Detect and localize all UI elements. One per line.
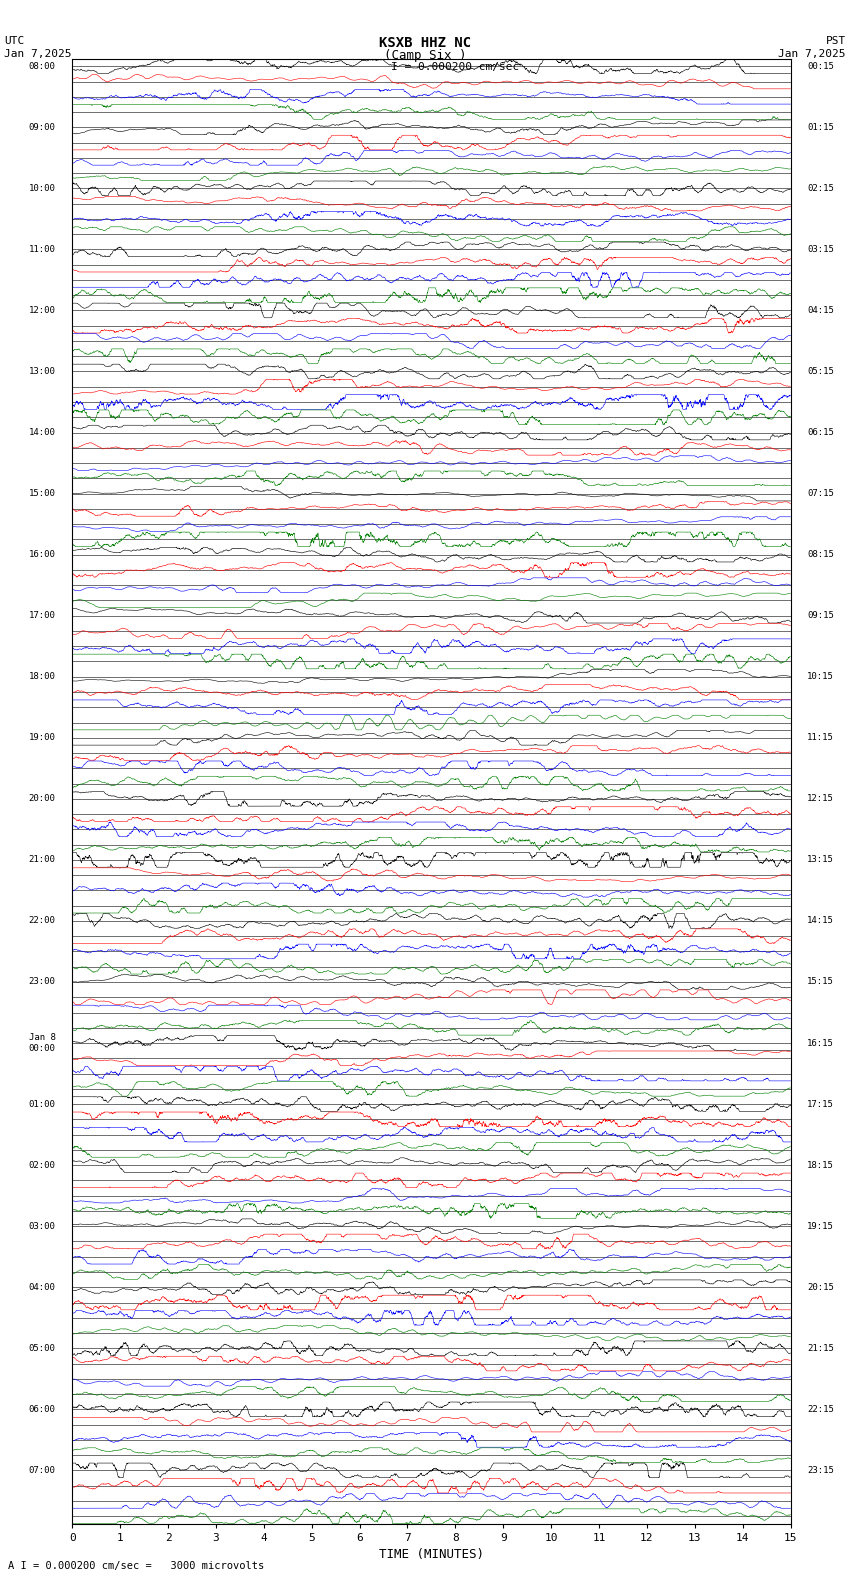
Text: 05:15: 05:15 [808, 367, 834, 375]
Text: 21:00: 21:00 [29, 855, 55, 865]
Text: 18:00: 18:00 [29, 672, 55, 681]
Text: 23:15: 23:15 [808, 1465, 834, 1475]
Text: 03:15: 03:15 [808, 246, 834, 253]
Text: 20:15: 20:15 [808, 1283, 834, 1291]
Text: 18:15: 18:15 [808, 1161, 834, 1169]
Text: Jan 8
00:00: Jan 8 00:00 [29, 1033, 55, 1053]
Text: 11:00: 11:00 [29, 246, 55, 253]
Text: I = 0.000200 cm/sec: I = 0.000200 cm/sec [391, 62, 519, 71]
Text: 13:15: 13:15 [808, 855, 834, 865]
Text: 01:00: 01:00 [29, 1099, 55, 1109]
Text: 09:00: 09:00 [29, 124, 55, 131]
Text: KSXB HHZ NC: KSXB HHZ NC [379, 36, 471, 51]
Text: 01:15: 01:15 [808, 124, 834, 131]
Text: 02:15: 02:15 [808, 184, 834, 193]
Text: 02:00: 02:00 [29, 1161, 55, 1169]
Text: 20:00: 20:00 [29, 794, 55, 803]
Text: 06:15: 06:15 [808, 428, 834, 437]
Text: 05:00: 05:00 [29, 1343, 55, 1353]
Text: 06:00: 06:00 [29, 1405, 55, 1415]
Text: 14:00: 14:00 [29, 428, 55, 437]
Text: 19:00: 19:00 [29, 733, 55, 743]
Text: 04:00: 04:00 [29, 1283, 55, 1291]
Text: 15:15: 15:15 [808, 977, 834, 987]
Text: 12:00: 12:00 [29, 306, 55, 315]
Text: 00:15: 00:15 [808, 62, 834, 71]
Text: 15:00: 15:00 [29, 489, 55, 497]
Text: 21:15: 21:15 [808, 1343, 834, 1353]
Text: 09:15: 09:15 [808, 611, 834, 621]
Text: 16:15: 16:15 [808, 1039, 834, 1047]
Text: A I = 0.000200 cm/sec =   3000 microvolts: A I = 0.000200 cm/sec = 3000 microvolts [8, 1562, 264, 1571]
Text: 07:00: 07:00 [29, 1465, 55, 1475]
Text: 10:00: 10:00 [29, 184, 55, 193]
Text: 19:15: 19:15 [808, 1221, 834, 1231]
Text: 08:15: 08:15 [808, 550, 834, 559]
Text: 16:00: 16:00 [29, 550, 55, 559]
Text: (Camp Six ): (Camp Six ) [383, 49, 467, 62]
Text: 22:15: 22:15 [808, 1405, 834, 1415]
Text: 10:15: 10:15 [808, 672, 834, 681]
Text: 11:15: 11:15 [808, 733, 834, 743]
Text: 23:00: 23:00 [29, 977, 55, 987]
Text: Jan 7,2025: Jan 7,2025 [4, 49, 71, 59]
X-axis label: TIME (MINUTES): TIME (MINUTES) [379, 1549, 484, 1562]
Text: 08:00: 08:00 [29, 62, 55, 71]
Text: 14:15: 14:15 [808, 917, 834, 925]
Text: 22:00: 22:00 [29, 917, 55, 925]
Text: 17:00: 17:00 [29, 611, 55, 621]
Text: 12:15: 12:15 [808, 794, 834, 803]
Text: 13:00: 13:00 [29, 367, 55, 375]
Text: 03:00: 03:00 [29, 1221, 55, 1231]
Text: 07:15: 07:15 [808, 489, 834, 497]
Text: 04:15: 04:15 [808, 306, 834, 315]
Text: UTC: UTC [4, 36, 25, 46]
Text: Jan 7,2025: Jan 7,2025 [779, 49, 846, 59]
Text: PST: PST [825, 36, 846, 46]
Text: 17:15: 17:15 [808, 1099, 834, 1109]
